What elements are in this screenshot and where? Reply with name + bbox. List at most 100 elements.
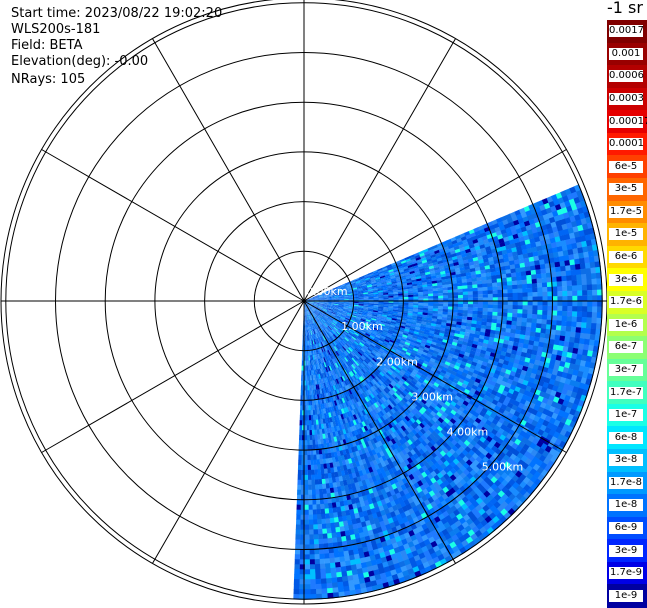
range-bin-cell: [552, 291, 558, 296]
range-bin-cell: [482, 283, 488, 287]
range-bin-cell: [423, 303, 429, 306]
range-bin-cell: [482, 311, 488, 315]
range-bin-cell: [453, 310, 459, 313]
range-bin-cell: [508, 293, 514, 297]
range-bin-cell: [537, 283, 543, 288]
range-bin-cell: [483, 308, 489, 312]
range-bin-cell: [566, 275, 572, 281]
range-bin-cell: [538, 301, 544, 306]
range-bin-cell: [557, 306, 563, 311]
range-bin-cell: [458, 307, 464, 310]
range-bin-cell: [492, 312, 498, 316]
range-bin-cell: [523, 301, 529, 306]
range-bin-cell: [369, 302, 375, 304]
range-bin-cell: [512, 285, 518, 290]
range-bin-cell: [364, 302, 370, 303]
range-bin-cell: [428, 289, 434, 292]
range-bin-cell: [458, 310, 464, 314]
range-bin-cell: [532, 319, 538, 324]
range-bin-cell: [572, 316, 578, 322]
range-bin-cell: [383, 304, 389, 306]
range-bin-cell: [482, 287, 488, 291]
range-bin-cell: [428, 296, 434, 299]
range-bin-cell: [502, 316, 508, 321]
range-bin-cell: [551, 277, 557, 282]
range-bin-cell: [586, 317, 592, 323]
range-bin-cell: [587, 312, 593, 318]
range-bin-cell: [418, 305, 424, 308]
range-bin-cell: [587, 279, 593, 285]
range-bin-cell: [527, 288, 533, 293]
range-bin-cell: [542, 315, 548, 320]
range-bin-cell: [528, 292, 534, 297]
range-bin-cell: [443, 290, 449, 293]
range-bin-cell: [488, 308, 494, 312]
range-bin-cell: [506, 277, 512, 282]
range-bin-cell: [507, 309, 513, 313]
range-bin-cell: [527, 279, 533, 284]
range-bin-cell: [538, 296, 544, 301]
range-bin-cell: [587, 290, 593, 296]
range-bin-cell: [473, 304, 479, 308]
range-bin-cell: [478, 294, 484, 298]
range-bin-cell: [542, 306, 548, 311]
range-bin-cell: [408, 303, 414, 305]
range-bin-cell: [517, 288, 523, 293]
range-bin-cell: [383, 296, 389, 298]
range-bin-cell: [512, 317, 518, 322]
range-bin-cell: [433, 293, 439, 296]
range-bin-cell: [592, 301, 598, 307]
range-bin-cell: [483, 294, 489, 298]
range-bin-cell: [467, 285, 473, 289]
range-bin-cell: [562, 311, 568, 317]
range-bin-cell: [359, 299, 365, 300]
range-bin-cell: [388, 298, 394, 300]
range-bin-cell: [572, 311, 578, 317]
range-bin-cell: [453, 304, 459, 307]
range-bin-cell: [487, 312, 493, 316]
range-bin-cell: [562, 301, 568, 306]
range-bin-cell: [508, 301, 514, 305]
range-bin-cell: [473, 294, 479, 298]
range-bin-cell: [467, 314, 473, 318]
range-bin-cell: [463, 310, 469, 314]
range-bin-cell: [384, 298, 390, 300]
range-bin-cell: [533, 292, 539, 297]
range-bin-cell: [433, 308, 439, 311]
range-bin-cell: [532, 283, 538, 288]
range-bin-cell: [378, 296, 384, 298]
range-bin-cell: [577, 285, 583, 291]
range-bin-cell: [543, 301, 549, 306]
range-bin-cell: [571, 322, 577, 328]
range-bin-cell: [587, 306, 593, 312]
range-bin-cell: [557, 281, 563, 287]
range-bin-cell: [463, 288, 469, 292]
range-bin-cell: [482, 280, 488, 284]
range-bin-cell: [477, 287, 483, 291]
range-bin-cell: [463, 304, 469, 307]
range-bin-cell: [463, 295, 469, 298]
range-bin-cell: [572, 306, 578, 312]
range-bin-cell: [592, 307, 598, 313]
range-bin-cell: [503, 305, 509, 309]
range-bin-cell: [582, 285, 588, 291]
range-bin-cell: [468, 310, 474, 314]
range-bin-cell: [542, 310, 548, 315]
range-bin-cell: [418, 296, 424, 299]
range-bin-cell: [552, 315, 558, 320]
range-bin-cell: [403, 293, 409, 295]
range-bin-cell: [428, 306, 434, 309]
range-bin-cell: [557, 291, 563, 296]
range-bin-cell: [438, 296, 444, 299]
range-bin-cell: [428, 291, 434, 294]
range-bin-cell: [468, 288, 474, 292]
range-bin-cell: [572, 285, 578, 291]
range-bin-cell: [478, 308, 484, 312]
range-bin-cell: [493, 301, 499, 305]
range-bin-cell: [587, 284, 593, 290]
range-bin-cell: [487, 279, 493, 283]
range-bin-cell: [562, 316, 568, 322]
range-bin-cell: [567, 316, 573, 322]
range-bin-cell: [403, 303, 409, 305]
